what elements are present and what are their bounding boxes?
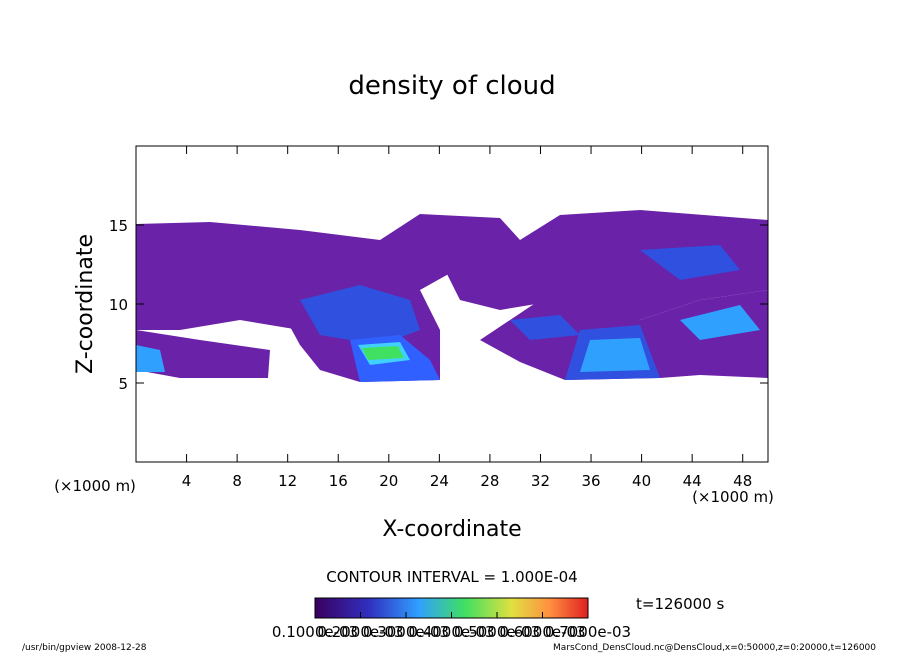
colorbar-tick-label: 0.3000e-03 [363,623,449,641]
colorbar-tick-label: 0.5000e-03 [454,623,540,641]
x-tick-label: 20 [379,472,398,490]
footer-left: /usr/bin/gpview 2008-12-28 [22,643,147,653]
x-unit: (×1000 m) [54,477,136,495]
x-axis-title: X-coordinate [382,517,521,542]
colorbar-tick-label: 0.2000e-03 [317,623,403,641]
time-label: t=126000 s [636,595,724,613]
x-tick-label: 44 [683,472,702,490]
colorbar-tick-label: 0.7000e-03 [545,623,631,641]
x-tick-label: 36 [581,472,600,490]
x-tick-label: 8 [232,472,242,490]
x-tick-label: 32 [531,472,550,490]
x-tick-label: 40 [632,472,651,490]
x-tick-label: 48 [733,472,752,490]
x-tick-label: 4 [182,472,192,490]
y-tick-label: 15 [109,217,128,235]
x-tick-label: 12 [278,472,297,490]
y-tick-label: 5 [118,375,128,393]
x-tick-label: 24 [430,472,449,490]
y-tick-label: 10 [109,296,128,314]
colorbar-tick-label: 0.1000e-03 [272,623,358,641]
x-tick-label: 28 [480,472,499,490]
colorbar-tick-label: 0.4000e-03 [408,623,494,641]
x-unit: (×1000 m) [692,488,774,506]
footer-right: MarsCond_DensCloud.nc@DensCloud,x=0:5000… [553,643,876,653]
contour-field [136,210,768,382]
y-axis-title: Z-coordinate [73,234,98,374]
colorbar-tick-label: 0.6000e-03 [499,623,585,641]
x-tick-label: 16 [329,472,348,490]
chart-title: density of cloud [348,71,555,101]
contour-interval: CONTOUR INTERVAL = 1.000E-04 [326,568,577,586]
